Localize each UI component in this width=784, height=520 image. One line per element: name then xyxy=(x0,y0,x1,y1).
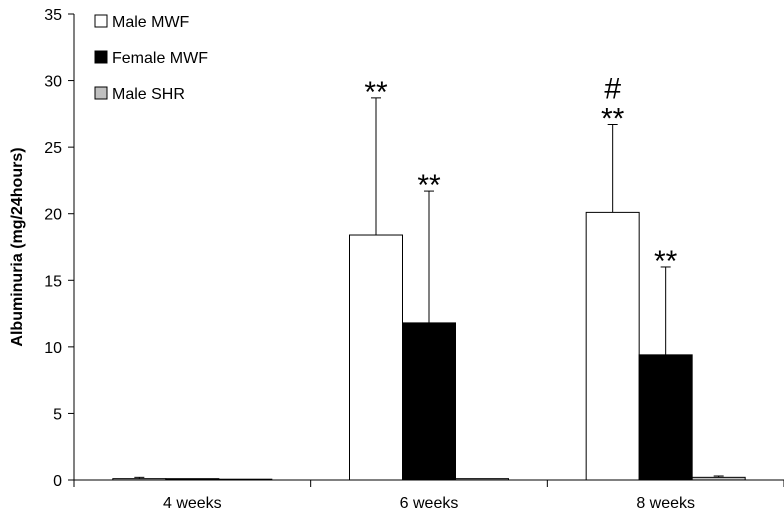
y-axis-title: Albuminuria (mg/24hours) xyxy=(9,147,26,346)
axes: 0 5 10 15 20 25 30 35 4 weeks 6 weeks 8 weeks xyxy=(44,7,784,512)
legend-swatch xyxy=(94,50,108,64)
bar xyxy=(402,322,456,481)
bar xyxy=(585,211,640,481)
legend: Male MWF Female MWF Male SHR xyxy=(94,14,208,103)
x-category-label: 4 weeks xyxy=(163,495,222,512)
legend-swatch xyxy=(94,14,108,28)
error-bars xyxy=(134,97,724,479)
bar xyxy=(638,354,693,481)
legend-label: Male SHR xyxy=(112,86,185,103)
y-tick-label: 20 xyxy=(44,207,62,224)
bars xyxy=(112,211,746,481)
bar xyxy=(165,478,220,481)
legend-label: Female MWF xyxy=(112,50,208,67)
significance-label: # xyxy=(604,73,621,106)
bar xyxy=(691,476,746,481)
bar xyxy=(349,234,403,481)
y-tick-label: 30 xyxy=(44,74,62,91)
y-tick-label: 25 xyxy=(44,140,62,157)
significance-label: ** xyxy=(601,103,625,136)
y-tick-label: 0 xyxy=(53,473,62,490)
legend-label: Male MWF xyxy=(112,14,190,31)
y-tick-label: 15 xyxy=(44,273,62,290)
bar xyxy=(455,478,509,481)
significance-annotations: ****#**** xyxy=(364,73,677,278)
x-category-label: 8 weeks xyxy=(636,495,695,512)
x-category-label: 6 weeks xyxy=(400,495,459,512)
y-tick-label: 35 xyxy=(44,7,62,24)
legend-swatch xyxy=(94,86,108,100)
significance-label: ** xyxy=(417,169,441,202)
bar xyxy=(218,478,273,481)
significance-label: ** xyxy=(654,245,678,278)
significance-label: ** xyxy=(364,76,388,109)
y-tick-label: 10 xyxy=(44,340,62,357)
bar xyxy=(112,478,167,481)
y-tick-label: 5 xyxy=(53,406,62,423)
